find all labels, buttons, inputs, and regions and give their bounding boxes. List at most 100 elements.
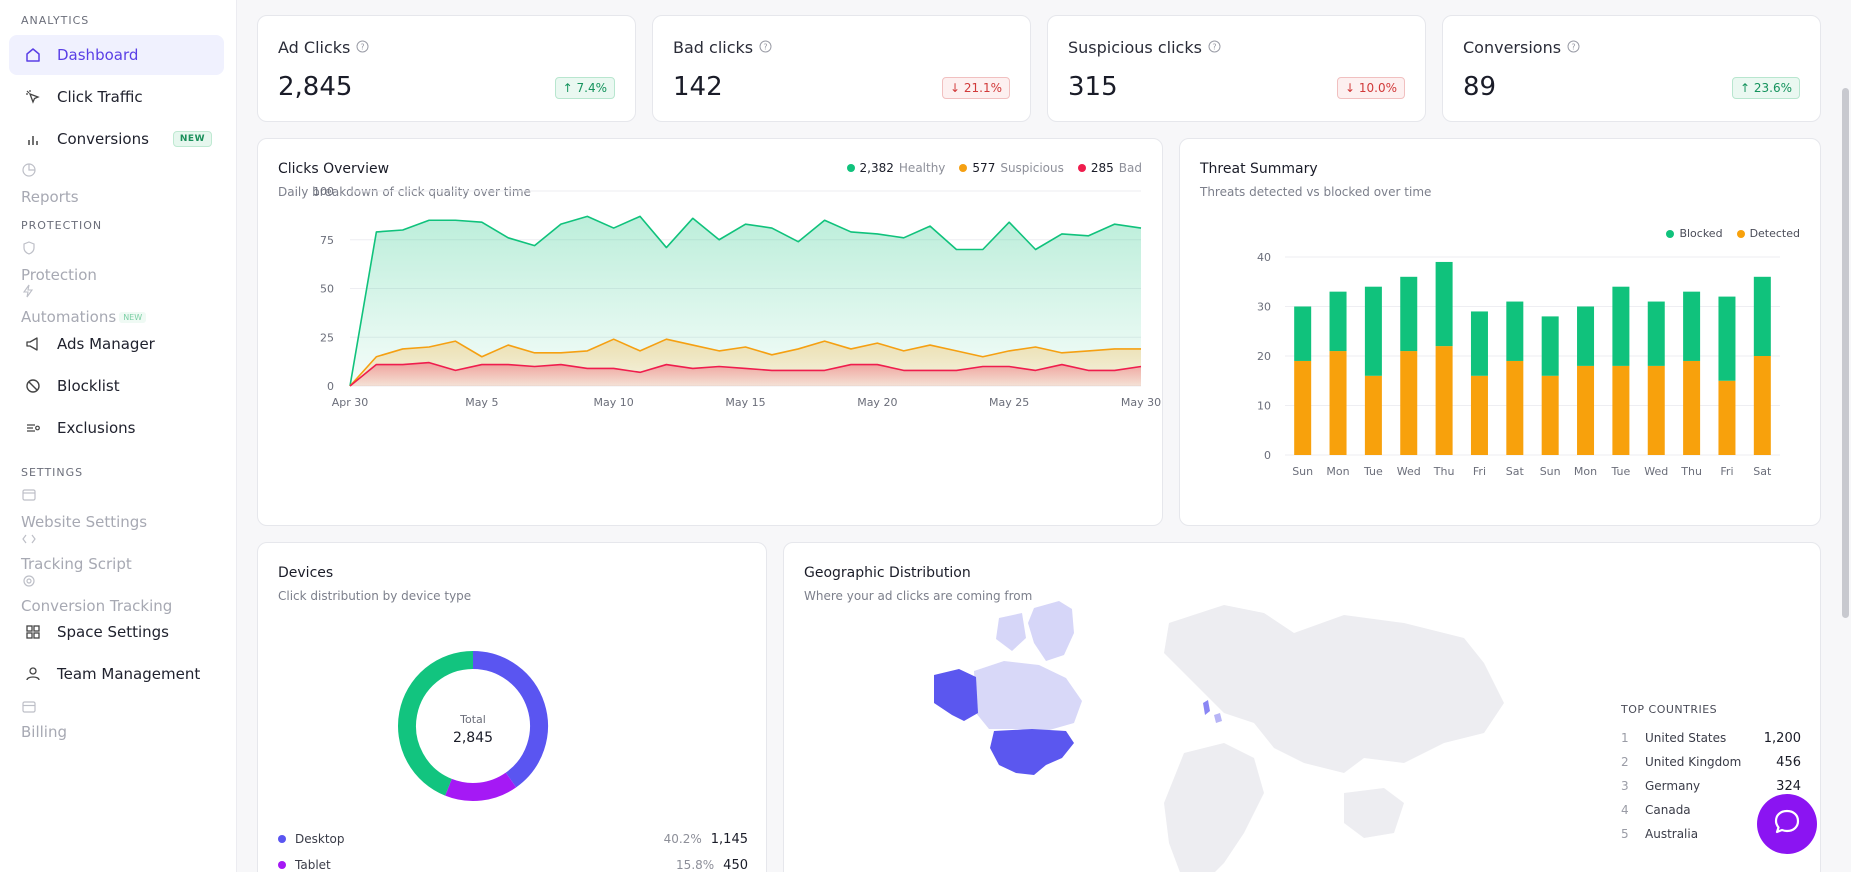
x-tick-label: May 10: [594, 396, 634, 409]
bar-detected: [1541, 375, 1559, 455]
map-region-africa[interactable]: [1164, 743, 1264, 872]
x-tick-label: May 20: [857, 396, 897, 409]
legend-dot: [1077, 164, 1086, 172]
card-title: Geographic Distribution: [804, 565, 971, 581]
section-label-analytics: ANALYTICS: [21, 14, 90, 27]
help-icon[interactable]: ?: [356, 38, 369, 57]
donut-slice-2: [398, 651, 474, 796]
sidebar-item-blocklist[interactable]: Blocklist: [9, 366, 224, 406]
map-region-greenland[interactable]: [1028, 601, 1074, 661]
sidebar-item-space-settings[interactable]: Space Settings: [9, 612, 224, 652]
kpi-card-conversions: Conversions ? 89 ↑ 23.6%: [1442, 15, 1821, 122]
x-tick-label: Fri: [1473, 465, 1486, 478]
country-row[interactable]: 5 Australia: [1621, 822, 1801, 846]
x-tick-label: Tue: [1363, 465, 1383, 478]
country-row[interactable]: 1 United States 1,200: [1621, 726, 1801, 750]
y-tick-label: 75: [320, 234, 334, 247]
country-row[interactable]: 3 Germany 324: [1621, 774, 1801, 798]
chat-launcher-button[interactable]: [1757, 794, 1817, 854]
map-region-arctic-islands[interactable]: [996, 613, 1026, 651]
help-icon[interactable]: ?: [1208, 38, 1221, 57]
sidebar-item-label: Exclusions: [57, 419, 136, 437]
help-icon[interactable]: ?: [759, 38, 772, 57]
x-tick-label: Sat: [1506, 465, 1525, 478]
y-tick-label: 0: [327, 380, 334, 393]
sidebar-item-exclusions[interactable]: Exclusions: [9, 408, 224, 448]
legend-dot: [1736, 229, 1745, 238]
delta-badge: ↑ 23.6%: [1732, 77, 1800, 99]
kpi-card-bad-clicks: Bad clicks ? 142 ↓ 21.1%: [652, 15, 1031, 122]
code-icon: [22, 530, 36, 549]
sidebar: ANALYTICS Dashboard Click Traffic Conver…: [0, 0, 237, 872]
legend-item-blocked[interactable]: Blocked: [1666, 227, 1723, 240]
delta-value: 23.6%: [1753, 81, 1792, 95]
sidebar-item-automations[interactable]: Automations NEW: [21, 308, 147, 326]
sidebar-item-dashboard[interactable]: Dashboard: [9, 35, 224, 75]
bar-detected: [1718, 380, 1736, 455]
legend-dot: [278, 861, 286, 869]
device-count: 1,145: [710, 831, 748, 847]
donut-slice-1: [445, 772, 517, 801]
x-tick-label: May 25: [989, 396, 1029, 409]
country-row[interactable]: 2 United Kingdom 456: [1621, 750, 1801, 774]
x-tick-label: Wed: [1397, 465, 1421, 478]
kpi-value: 142: [673, 72, 723, 102]
grid-icon: [18, 624, 48, 640]
sidebar-item-protection[interactable]: Protection: [21, 266, 97, 284]
lightning-icon: [22, 283, 34, 302]
sidebar-item-ads-manager[interactable]: Ads Manager: [9, 324, 224, 364]
map-region-oceania[interactable]: [1344, 788, 1404, 838]
kpi-card-ad-clicks: Ad Clicks ? 2,845 ↑ 7.4%: [257, 15, 636, 122]
delta-badge: ↓ 10.0%: [1337, 77, 1405, 99]
kpi-value: 89: [1463, 72, 1497, 102]
legend-dot: [959, 164, 968, 172]
kpi-title: Ad Clicks: [278, 38, 351, 57]
country-name: Germany: [1645, 779, 1701, 793]
legend-item-suspicious[interactable]: 577 Suspicious: [959, 161, 1064, 175]
kpi-title: Conversions: [1463, 38, 1562, 57]
map-region-united-kingdom[interactable]: [1203, 700, 1210, 715]
threat-summary-card: Threat Summary Threats detected vs block…: [1179, 138, 1821, 526]
delta-value: 21.1%: [963, 81, 1002, 95]
bar-detected: [1364, 375, 1382, 455]
world-map[interactable]: [784, 543, 1821, 872]
page-scrollbar[interactable]: [1842, 88, 1849, 618]
help-icon[interactable]: ?: [1567, 38, 1580, 57]
sidebar-item-billing[interactable]: Billing: [21, 723, 67, 741]
sidebar-item-conversions[interactable]: Conversions NEW: [9, 119, 224, 159]
sidebar-item-tracking-script[interactable]: Tracking Script: [21, 555, 132, 573]
kpi-card-suspicious-clicks: Suspicious clicks ? 315 ↓ 10.0%: [1047, 15, 1426, 122]
donut-total-value: 2,845: [452, 730, 494, 746]
map-region-eurasia[interactable]: [1164, 605, 1504, 773]
svg-text:?: ?: [763, 43, 767, 52]
legend-label: Suspicious: [1000, 161, 1064, 175]
map-region-canada[interactable]: [974, 661, 1082, 731]
area-fill-healthy: [350, 216, 1141, 386]
sidebar-item-reports[interactable]: Reports: [21, 188, 79, 206]
device-pct: 40.2%: [663, 832, 702, 846]
sidebar-item-website-settings[interactable]: Website Settings: [21, 513, 148, 531]
svg-text:?: ?: [1212, 43, 1216, 52]
kpi-value: 2,845: [278, 72, 353, 102]
bar-blocked: [1612, 286, 1630, 366]
country-row[interactable]: 4 Canada: [1621, 798, 1801, 822]
legend-label: Blocked: [1679, 227, 1723, 240]
series-line-bad: [349, 361, 1142, 387]
legend-item-detected[interactable]: Detected: [1736, 227, 1800, 240]
legend-item-healthy[interactable]: 2,382 Healthy: [846, 161, 945, 175]
section-label-protection: PROTECTION: [21, 219, 103, 232]
map-region-united-states[interactable]: [990, 729, 1074, 775]
kpi-title: Suspicious clicks: [1068, 38, 1202, 57]
legend-item-bad[interactable]: 285 Bad: [1077, 161, 1142, 175]
map-region-germany[interactable]: [1214, 713, 1222, 723]
sidebar-item-click-traffic[interactable]: Click Traffic: [9, 77, 224, 117]
sidebar-item-conversion-tracking[interactable]: Conversion Tracking: [21, 597, 173, 615]
chart-legend: 2,382 Healthy 577 Suspicious 285 Bad: [846, 161, 1142, 175]
card-subtitle: Daily breakdown of click quality over ti…: [278, 185, 531, 199]
y-tick-label: 40: [1257, 251, 1271, 264]
sidebar-item-team-management[interactable]: Team Management: [9, 654, 224, 694]
map-region-alaska[interactable]: [934, 669, 978, 721]
sidebar-item-label: Blocklist: [57, 377, 120, 395]
new-badge: NEW: [119, 312, 147, 323]
x-tick-label: May 30: [1121, 396, 1161, 409]
